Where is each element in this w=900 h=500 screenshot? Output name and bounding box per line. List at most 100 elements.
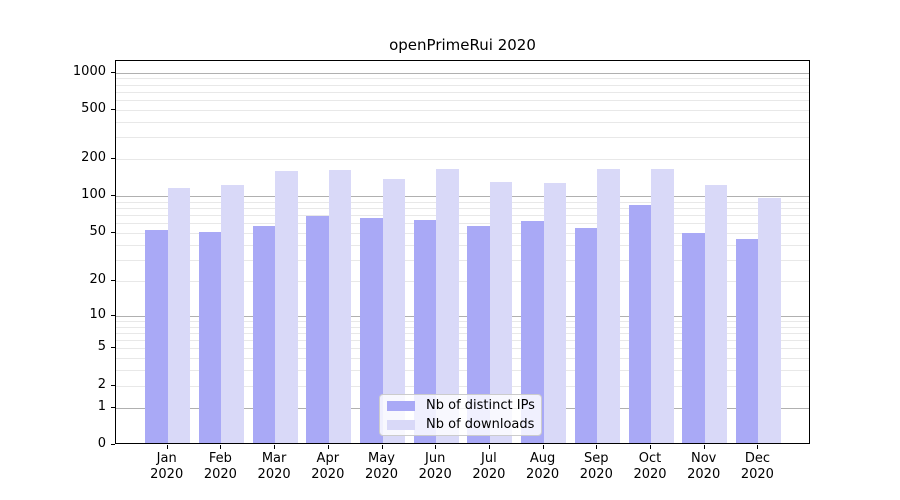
legend-row-downloads: Nb of downloads — [387, 417, 541, 432]
grid-line-major-100 — [116, 196, 809, 198]
bar-distinct-ips-apr-2020 — [306, 215, 329, 443]
grid-line-minor-70 — [116, 215, 809, 217]
x-tick-mark-mar-2020 — [274, 445, 276, 449]
y-tick-label-20: 20 — [89, 271, 106, 287]
bar-downloads-apr-2020 — [328, 169, 352, 443]
bar-downloads-jul-2020 — [489, 181, 513, 443]
chart-title: openPrimeRui 2020 — [389, 36, 536, 54]
x-tick-label-jan-2020: Jan 2020 — [150, 451, 184, 482]
y-tick-label-100: 100 — [81, 187, 106, 203]
bar-downloads-sep-2020 — [597, 168, 620, 443]
x-tick-label-may-2020: May 2020 — [364, 451, 399, 482]
y-tick-label-50: 50 — [89, 224, 106, 240]
x-tick-label-apr-2020: Apr 2020 — [311, 451, 345, 482]
legend-swatch-distinct-ips — [387, 400, 415, 411]
grid-line-minor-600 — [116, 100, 809, 102]
y-tick-label-0: 0 — [97, 436, 106, 451]
grid-line-major-1000 — [116, 72, 809, 74]
grid-line-minor-700 — [116, 91, 809, 93]
chart-legend: Nb of distinct IPs Nb of downloads — [379, 394, 542, 436]
y-tick-label-1000: 1000 — [72, 63, 106, 79]
bar-downloads-oct-2020 — [651, 169, 674, 443]
grid-line-minor-20 — [116, 280, 809, 282]
grid-line-minor-400 — [116, 121, 809, 123]
x-tick-mark-may-2020 — [381, 445, 383, 449]
bar-distinct-ips-oct-2020 — [628, 204, 651, 443]
y-tick-label-500: 500 — [81, 100, 106, 116]
bar-downloads-mar-2020 — [275, 170, 298, 443]
legend-swatch-downloads — [387, 419, 415, 430]
y-tick-mark-20 — [111, 279, 115, 281]
bar-downloads-jan-2020 — [167, 188, 191, 443]
bar-distinct-ips-may-2020 — [360, 218, 383, 443]
x-tick-mark-nov-2020 — [703, 445, 705, 449]
grid-line-minor-200 — [116, 159, 809, 161]
x-tick-label-feb-2020: Feb 2020 — [203, 451, 237, 482]
legend-row-distinct-ips: Nb of distinct IPs — [387, 398, 541, 413]
grid-line-minor-500 — [116, 109, 809, 111]
grid-line-minor-4 — [116, 358, 809, 360]
bar-distinct-ips-nov-2020 — [682, 233, 705, 443]
y-tick-label-1: 1 — [97, 398, 106, 414]
bar-distinct-ips-jun-2020 — [413, 219, 437, 443]
x-tick-label-oct-2020: Oct 2020 — [633, 451, 667, 482]
x-tick-label-nov-2020: Nov 2020 — [687, 451, 721, 482]
y-tick-mark-200 — [111, 158, 115, 160]
bar-distinct-ips-jul-2020 — [467, 226, 490, 443]
bar-distinct-ips-sep-2020 — [574, 228, 598, 443]
x-tick-label-jun-2020: Jun 2020 — [418, 451, 452, 482]
grid-line-minor-90 — [116, 201, 809, 203]
grid-line-minor-6 — [116, 340, 809, 342]
x-tick-mark-sep-2020 — [596, 445, 598, 449]
x-tick-label-jul-2020: Jul 2020 — [472, 451, 506, 482]
x-tick-mark-oct-2020 — [650, 445, 651, 449]
bar-distinct-ips-dec-2020 — [735, 239, 759, 443]
grid-line-minor-8 — [116, 326, 809, 328]
x-tick-mark-apr-2020 — [327, 445, 329, 449]
grid-line-minor-3 — [116, 370, 809, 372]
x-tick-mark-jan-2020 — [166, 445, 168, 449]
y-tick-label-10: 10 — [89, 306, 106, 322]
grid-line-minor-9 — [116, 320, 809, 322]
y-tick-label-200: 200 — [81, 150, 106, 166]
x-tick-mark-jun-2020 — [435, 445, 437, 449]
y-tick-mark-100 — [111, 195, 115, 197]
bar-downloads-may-2020 — [382, 178, 405, 443]
x-tick-label-aug-2020: Aug 2020 — [526, 451, 560, 482]
bar-downloads-nov-2020 — [704, 185, 728, 443]
x-tick-mark-feb-2020 — [220, 445, 222, 449]
bar-distinct-ips-aug-2020 — [521, 221, 544, 443]
grid-line-minor-5 — [116, 348, 809, 350]
x-tick-mark-jul-2020 — [488, 445, 490, 449]
grid-line-minor-900 — [116, 78, 809, 80]
grid-line-minor-40 — [116, 244, 809, 246]
y-tick-mark-1 — [111, 406, 115, 408]
grid-line-minor-7 — [116, 332, 809, 334]
x-tick-mark-aug-2020 — [542, 445, 544, 449]
y-tick-mark-10 — [111, 314, 115, 316]
y-tick-mark-500 — [111, 108, 115, 110]
grid-line-minor-800 — [116, 84, 809, 86]
bar-distinct-ips-jan-2020 — [145, 230, 168, 443]
x-tick-label-mar-2020: Mar 2020 — [257, 451, 291, 482]
grid-line-minor-60 — [116, 223, 809, 225]
grid-line-major-10 — [116, 315, 809, 317]
bar-downloads-jun-2020 — [436, 169, 459, 443]
grid-line-minor-300 — [116, 137, 809, 139]
y-tick-mark-2 — [111, 384, 115, 386]
bar-distinct-ips-feb-2020 — [198, 232, 222, 443]
legend-label-downloads: Nb of downloads — [426, 417, 535, 432]
x-tick-label-sep-2020: Sep 2020 — [579, 451, 613, 482]
bar-downloads-dec-2020 — [758, 198, 781, 443]
plot-area: Nb of distinct IPs Nb of downloads — [115, 60, 810, 444]
y-tick-label-2: 2 — [97, 376, 106, 392]
grid-line-minor-2 — [116, 385, 809, 387]
grid-line-minor-80 — [116, 208, 809, 210]
y-tick-mark-1000 — [111, 71, 115, 73]
x-tick-label-dec-2020: Dec 2020 — [740, 451, 774, 482]
grid-line-minor-30 — [116, 259, 809, 261]
y-tick-mark-50 — [111, 232, 115, 234]
y-tick-mark-0 — [111, 444, 115, 445]
bar-distinct-ips-mar-2020 — [252, 226, 276, 443]
